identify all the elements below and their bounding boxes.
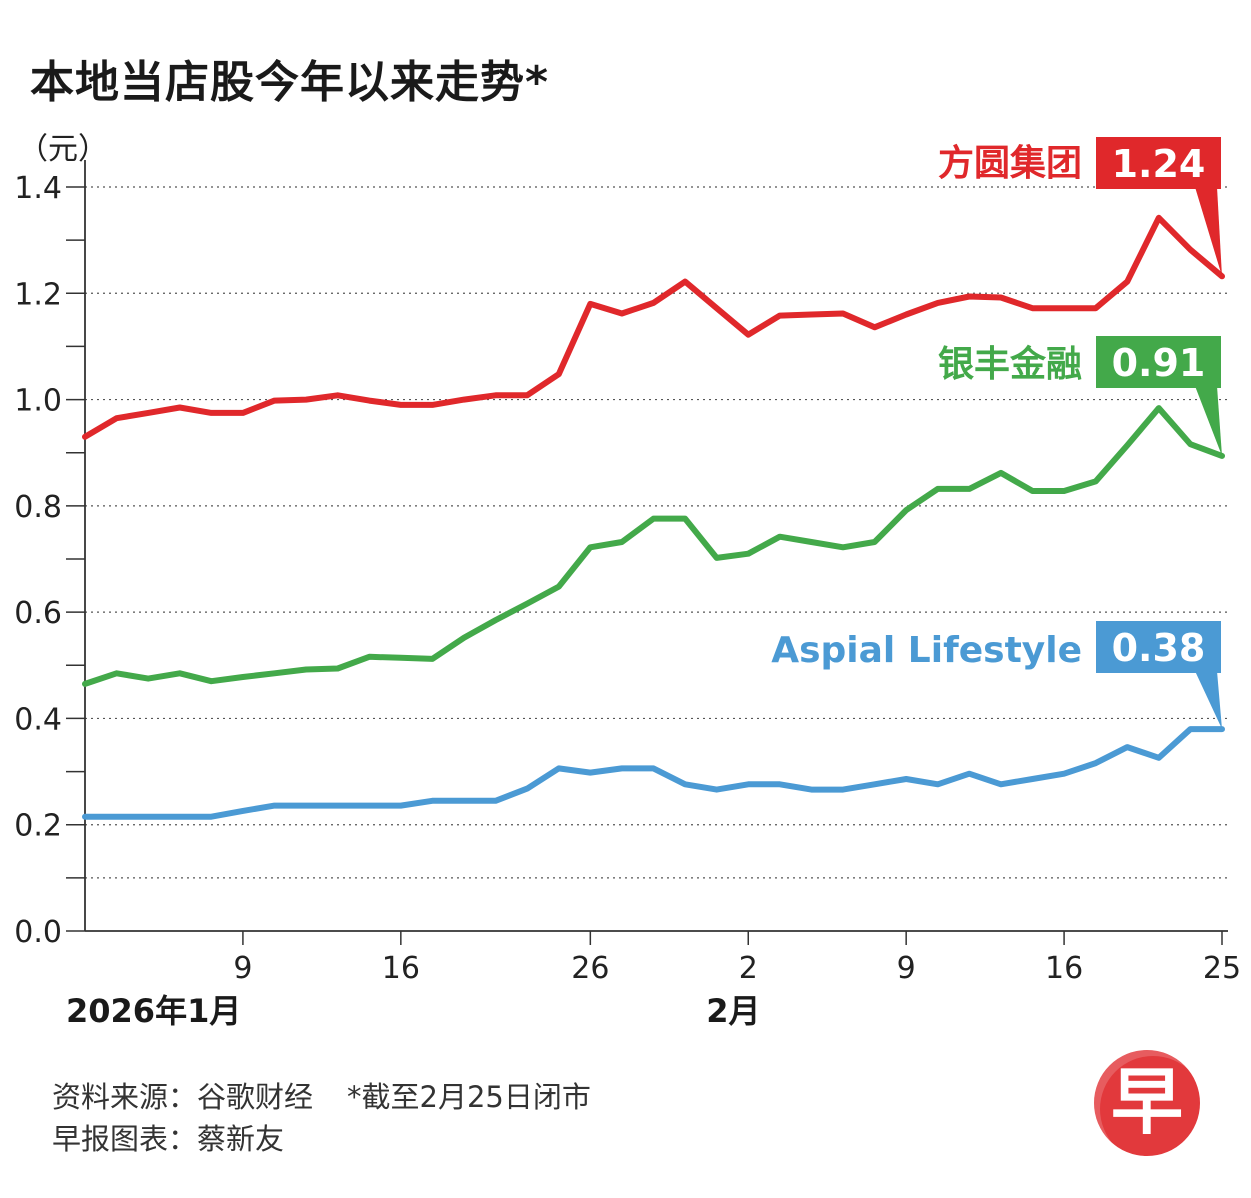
callout-value: 0.38 [1112,626,1206,670]
y-tick-label: 1.0 [14,384,62,419]
series-line [82,405,1225,687]
month-label: 2026年1月 [66,992,241,1030]
y-tick-label: 1.4 [14,171,62,206]
y-axis-unit-label: （元） [18,132,108,167]
logo-char: 早 [1110,1060,1183,1144]
callout-box [1096,336,1221,388]
callout-pointer [1195,187,1222,277]
x-tick-label: 26 [571,951,609,986]
y-tick-label: 0.0 [14,915,62,950]
x-tick-label: 2 [739,951,758,986]
series-line [82,214,1225,440]
y-tick-label: 0.6 [14,596,62,631]
footer-line-2: 早报图表：蔡新友 [52,1116,284,1158]
x-tick-label: 16 [382,951,420,986]
callout-pointer [1195,671,1222,730]
callout-value: 1.24 [1112,142,1206,186]
x-tick-label: 16 [1045,951,1083,986]
callout-box [1096,621,1221,673]
y-tick-label: 1.2 [14,277,62,312]
callout-pointer [1195,386,1222,456]
footer-line-1: 资料来源：谷歌财经 *截至2月25日闭市 [52,1074,591,1116]
footer-source: 资料来源：谷歌财经 [52,1080,314,1114]
chart-title: 本地当店股今年以来走势* [30,57,550,108]
footer-credit: 早报图表：蔡新友 [52,1122,285,1156]
x-tick-label: 25 [1203,951,1241,986]
y-tick-label: 0.4 [14,702,62,737]
y-tick-label: 0.2 [14,809,62,844]
series-label: Aspial Lifestyle [771,630,1082,671]
callout-value: 0.91 [1112,341,1206,385]
series-label: 方圆集团 [938,143,1082,184]
month-label: 2月 [706,992,760,1030]
series-line [82,726,1225,820]
footer-note: *截至2月25日闭市 [347,1080,591,1114]
series-label: 银丰金融 [938,343,1082,385]
x-tick-label: 9 [897,951,916,986]
y-tick-label: 0.8 [14,490,62,525]
x-tick-label: 9 [233,951,252,986]
zaobao-logo: 早 [1094,1050,1200,1156]
callout-box [1096,137,1221,189]
